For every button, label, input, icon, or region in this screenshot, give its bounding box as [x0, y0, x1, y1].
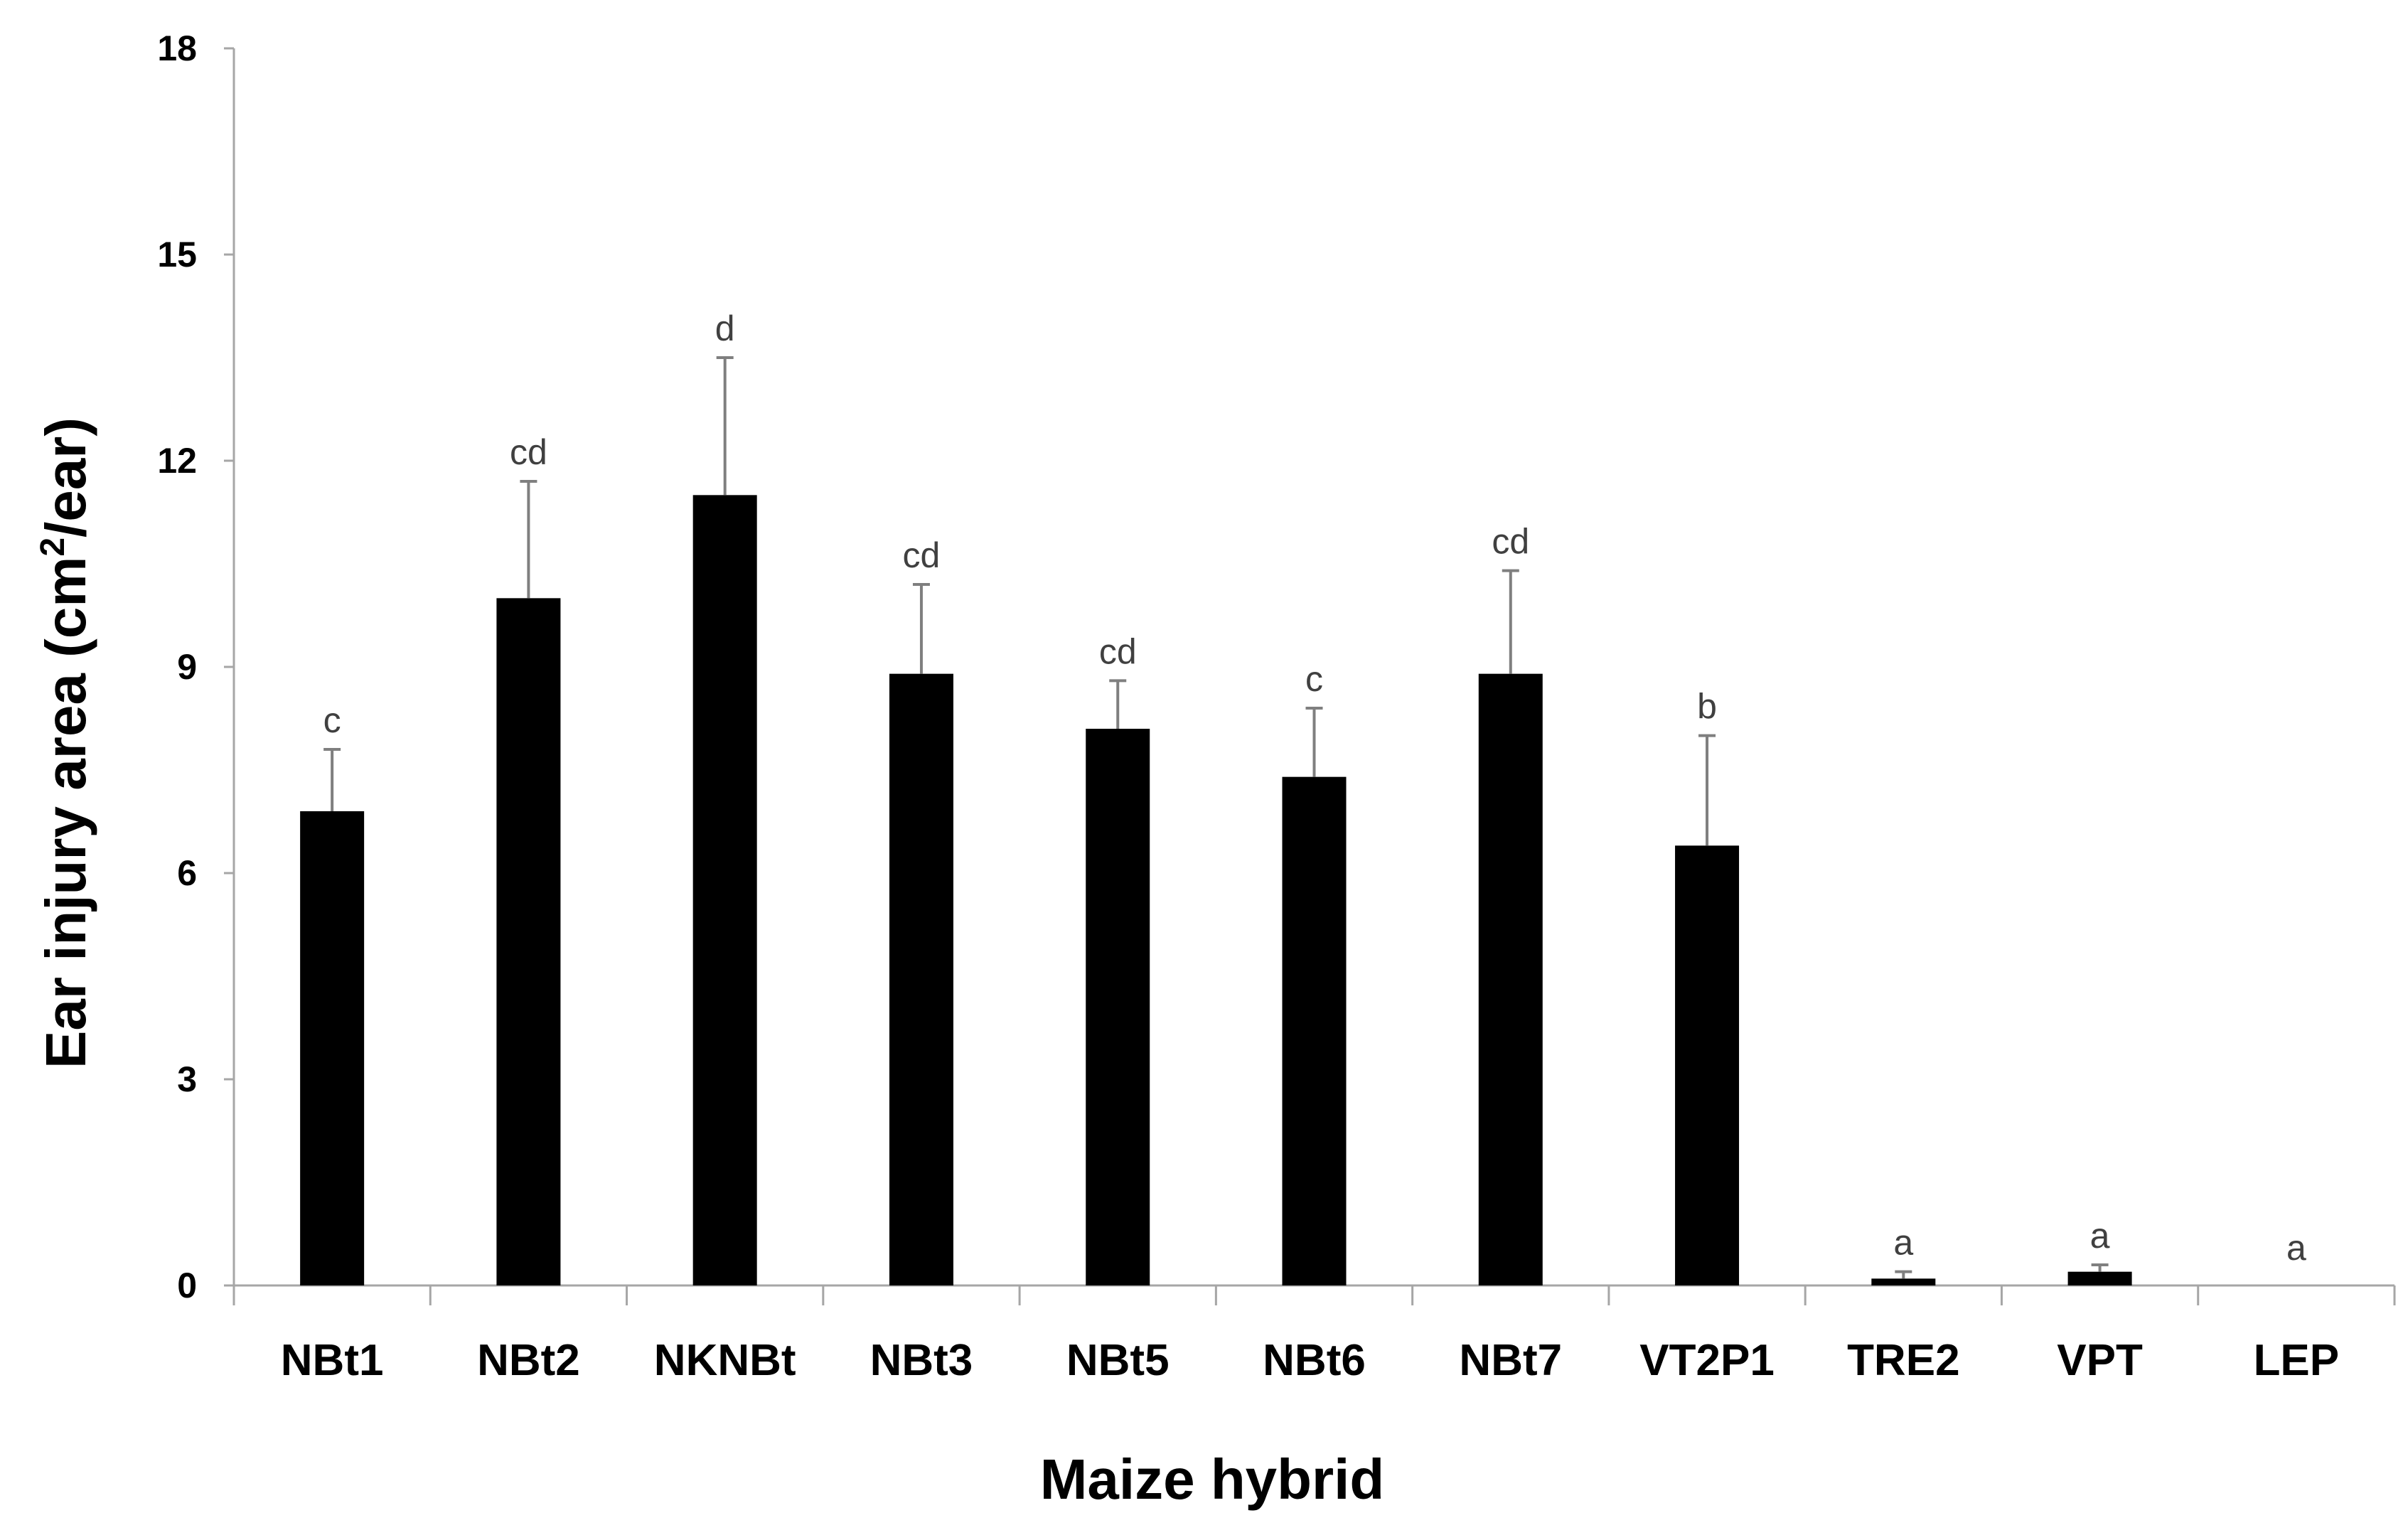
- x-tick-label: VT2P1: [1639, 1336, 1775, 1385]
- bar: [300, 811, 365, 1285]
- y-tick-label: 12: [157, 441, 197, 481]
- bars: [300, 495, 2132, 1286]
- error-bars: [323, 356, 2109, 1279]
- bar: [2067, 1271, 2132, 1285]
- significance-letter: c: [323, 700, 341, 740]
- x-axis-title: Maize hybrid: [1040, 1448, 1385, 1511]
- y-tick-label: 3: [177, 1059, 197, 1099]
- x-tick-label: TRE2: [1847, 1336, 1959, 1385]
- significance-letter: b: [1697, 687, 1717, 727]
- bar: [889, 673, 953, 1285]
- x-tick-label: NKNBt: [654, 1336, 796, 1385]
- significance-letter: c: [1305, 659, 1323, 699]
- y-tick-label: 15: [157, 235, 197, 274]
- significance-letter: a: [2286, 1228, 2306, 1268]
- x-tick-label: NBt6: [1263, 1336, 1366, 1385]
- significance-letters: c cd d cd cd c cd b a a a: [323, 309, 2306, 1268]
- y-tick-label: 18: [157, 28, 197, 68]
- y-axis-title-superscript: 2: [34, 538, 72, 557]
- significance-letter: d: [715, 309, 735, 348]
- significance-letter: a: [1893, 1223, 1913, 1263]
- x-tick-label: VPT: [2057, 1336, 2143, 1385]
- bar: [1282, 776, 1347, 1285]
- significance-letter: cd: [1099, 631, 1137, 671]
- y-tick-label: 0: [177, 1266, 197, 1305]
- x-tick-label: NBt3: [870, 1336, 973, 1385]
- significance-letter: a: [2090, 1216, 2110, 1256]
- bar: [1675, 845, 1740, 1285]
- significance-letter: cd: [903, 535, 941, 575]
- bar: [1871, 1278, 1936, 1285]
- tick-labels: 0 3 6 9 12 15 18 NBt1 NBt2 NKNBt NBt3 NBt5 NBt6 NBt7 V…: [157, 28, 2339, 1385]
- y-axis-title: Ear injury area (cm2/ear): [34, 417, 97, 1069]
- x-tick-label: NBt5: [1066, 1336, 1170, 1385]
- x-tick-label: NBt1: [281, 1336, 384, 1385]
- x-tick-label: NBt2: [477, 1336, 580, 1385]
- significance-letter: cd: [510, 432, 547, 472]
- x-tick-label: NBt7: [1459, 1336, 1562, 1385]
- bar: [1478, 673, 1543, 1285]
- bar: [1086, 729, 1150, 1285]
- bar: [496, 598, 561, 1285]
- y-axis-title-prefix: Ear injury area (cm: [34, 557, 97, 1069]
- y-axis-title-suffix: /ear): [34, 417, 97, 538]
- bar: [692, 495, 757, 1286]
- y-tick-label: 9: [177, 647, 197, 687]
- significance-letter: cd: [1492, 522, 1529, 562]
- x-tick-label: LEP: [2254, 1336, 2340, 1385]
- y-tick-label: 6: [177, 853, 197, 893]
